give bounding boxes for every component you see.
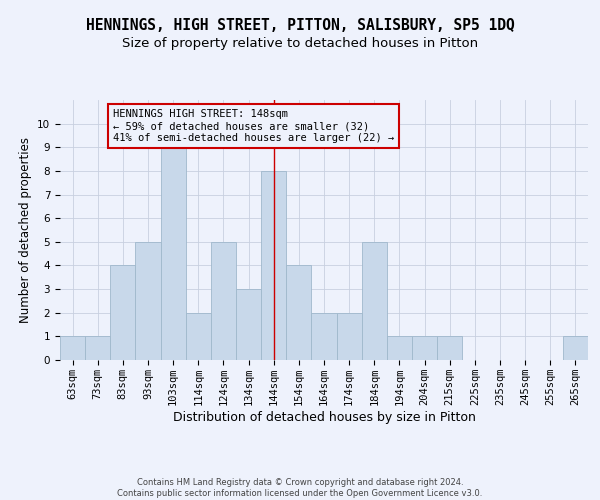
Bar xyxy=(337,312,362,360)
Bar xyxy=(286,266,311,360)
Bar xyxy=(85,336,110,360)
Bar xyxy=(261,171,286,360)
Bar xyxy=(362,242,387,360)
Bar xyxy=(161,148,186,360)
Bar xyxy=(236,289,261,360)
Text: Size of property relative to detached houses in Pitton: Size of property relative to detached ho… xyxy=(122,38,478,51)
Text: Contains HM Land Registry data © Crown copyright and database right 2024.
Contai: Contains HM Land Registry data © Crown c… xyxy=(118,478,482,498)
Bar xyxy=(211,242,236,360)
Text: HENNINGS HIGH STREET: 148sqm
← 59% of detached houses are smaller (32)
41% of se: HENNINGS HIGH STREET: 148sqm ← 59% of de… xyxy=(113,110,394,142)
Bar xyxy=(60,336,85,360)
Y-axis label: Number of detached properties: Number of detached properties xyxy=(19,137,32,323)
Bar xyxy=(186,312,211,360)
Bar xyxy=(437,336,462,360)
Bar xyxy=(563,336,588,360)
Bar xyxy=(311,312,337,360)
Bar xyxy=(387,336,412,360)
Bar xyxy=(412,336,437,360)
Text: HENNINGS, HIGH STREET, PITTON, SALISBURY, SP5 1DQ: HENNINGS, HIGH STREET, PITTON, SALISBURY… xyxy=(86,18,514,32)
X-axis label: Distribution of detached houses by size in Pitton: Distribution of detached houses by size … xyxy=(173,410,475,424)
Bar xyxy=(110,266,136,360)
Bar xyxy=(136,242,161,360)
